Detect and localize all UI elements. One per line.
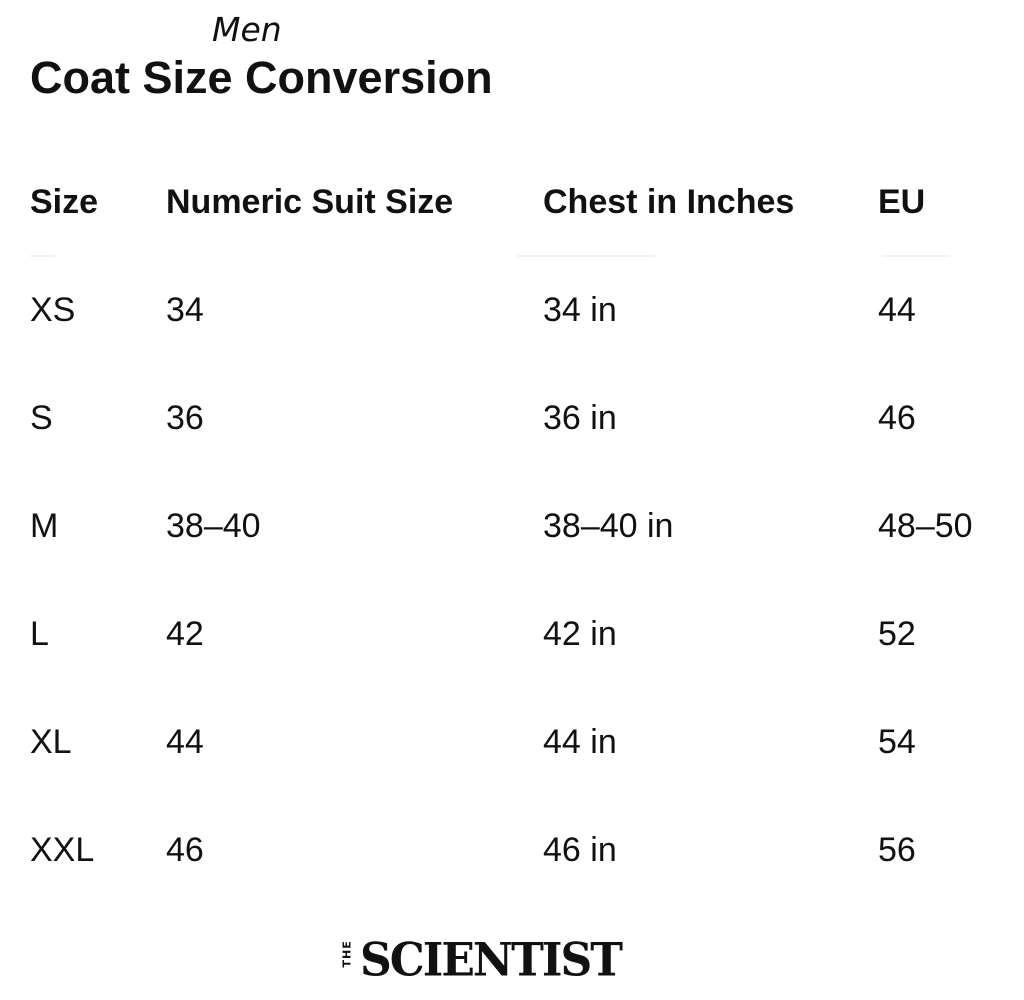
header-divider (882, 255, 950, 257)
table-row: XL 44 44 in 54 (30, 710, 1010, 818)
cell-chest-in-inches: 42 in (543, 615, 617, 653)
cell-eu: 54 (878, 723, 916, 761)
size-table: Size Numeric Suit Size Chest in Inches E… (30, 170, 1010, 926)
table-row: L 42 42 in 52 (30, 602, 1010, 710)
header-divider (517, 255, 655, 257)
cell-size: XS (30, 291, 76, 329)
cell-size: XL (30, 723, 72, 761)
column-header-eu: EU (878, 183, 926, 221)
table-header-row: Size Numeric Suit Size Chest in Inches E… (30, 170, 1010, 278)
cell-eu: 46 (878, 399, 916, 437)
cell-size: XXL (30, 831, 95, 869)
table-row: XXL 46 46 in 56 (30, 818, 1010, 926)
cell-chest-in-inches: 44 in (543, 723, 617, 761)
cell-numeric-suit-size: 44 (166, 723, 204, 761)
cell-chest-in-inches: 38–40 in (543, 507, 674, 545)
cell-numeric-suit-size: 36 (166, 399, 204, 437)
table-row: M 38–40 38–40 in 48–50 (30, 494, 1010, 602)
column-header-size: Size (30, 183, 99, 221)
column-header-chest-in-inches: Chest in Inches (543, 183, 795, 221)
cell-numeric-suit-size: 42 (166, 615, 204, 653)
table-row: S 36 36 in 46 (30, 386, 1010, 494)
logo-the-text: THE (340, 939, 354, 967)
cell-chest-in-inches: 34 in (543, 291, 617, 329)
cell-numeric-suit-size: 46 (166, 831, 204, 869)
cell-eu: 48–50 (878, 507, 973, 545)
gender-subtitle: Men (212, 10, 282, 49)
logo-wordmark: SCIENTIST (360, 933, 623, 987)
cell-numeric-suit-size: 38–40 (166, 507, 261, 545)
cell-size: M (30, 507, 59, 545)
cell-size: S (30, 399, 53, 437)
page-title: Coat Size Conversion (30, 52, 493, 103)
cell-numeric-suit-size: 34 (166, 291, 204, 329)
cell-chest-in-inches: 46 in (543, 831, 617, 869)
cell-eu: 52 (878, 615, 916, 653)
cell-size: L (30, 615, 49, 653)
cell-eu: 44 (878, 291, 916, 329)
header-divider (30, 255, 55, 257)
the-scientist-logo: THE SCIENTIST (340, 933, 623, 987)
table-row: XS 34 34 in 44 (30, 278, 1010, 386)
column-header-numeric-suit-size: Numeric Suit Size (166, 183, 454, 221)
cell-eu: 56 (878, 831, 916, 869)
cell-chest-in-inches: 36 in (543, 399, 617, 437)
